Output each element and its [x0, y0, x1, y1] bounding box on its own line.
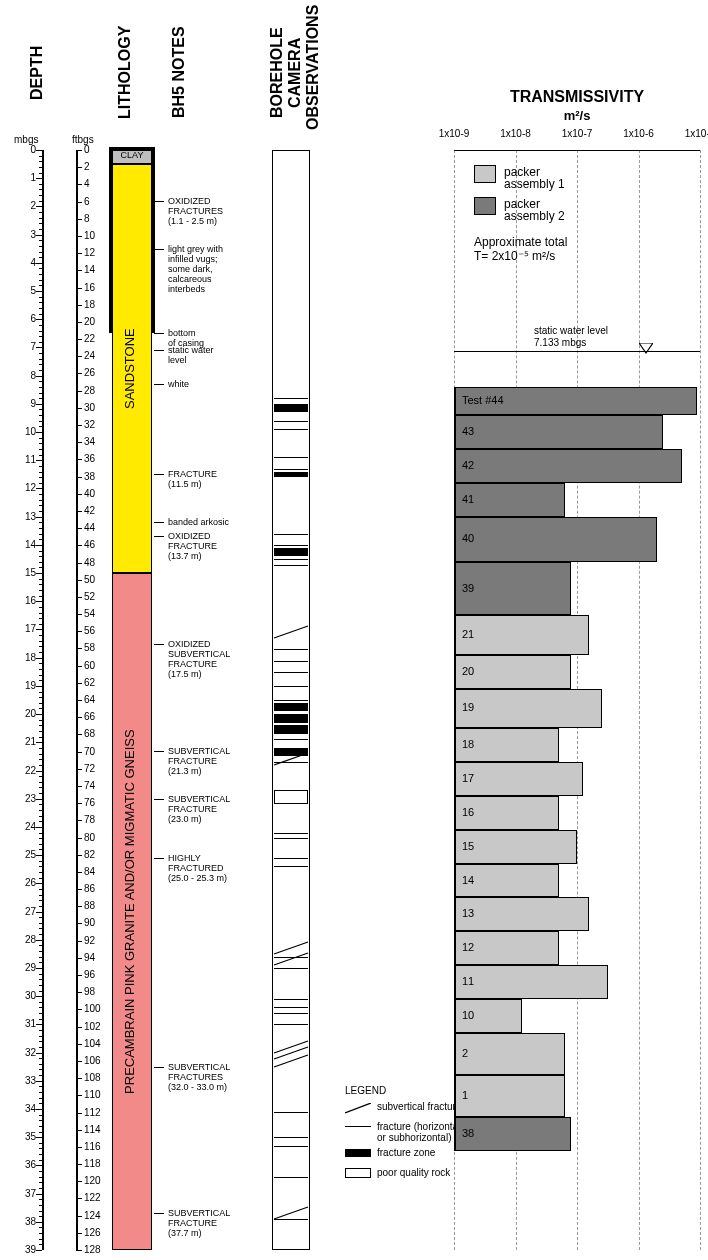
svg-line-1 — [274, 753, 308, 765]
svg-marker-9 — [639, 343, 653, 353]
svg-line-8 — [345, 1103, 371, 1113]
svg-line-3 — [274, 953, 308, 965]
svg-line-0 — [274, 626, 308, 638]
svg-line-6 — [274, 1055, 308, 1067]
svg-line-2 — [274, 942, 308, 954]
svg-line-7 — [274, 1207, 308, 1219]
